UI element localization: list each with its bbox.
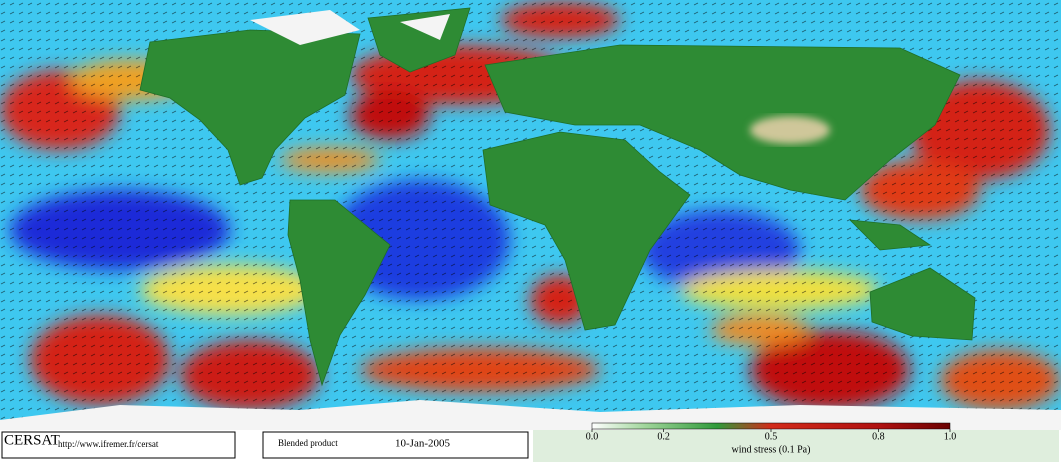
credit-box bbox=[1, 431, 236, 459]
colorbar-tick-label: 1.0 bbox=[944, 431, 957, 442]
antarctica bbox=[0, 400, 1061, 430]
colorbar-panel bbox=[533, 430, 1059, 462]
logo: CERSAT bbox=[4, 432, 60, 448]
africa bbox=[482, 131, 691, 331]
north-america bbox=[139, 29, 361, 186]
ice bbox=[250, 10, 450, 45]
colorbar-tick-label: 0.0 bbox=[586, 431, 599, 442]
eurasia bbox=[484, 44, 961, 201]
url[interactable]: http://www.ifremer.fr/cersat bbox=[58, 439, 159, 449]
indonesia bbox=[848, 219, 932, 251]
colorbar-tick-label: 0.2 bbox=[657, 431, 670, 442]
product: Blended product bbox=[278, 438, 338, 448]
colorbar bbox=[591, 422, 951, 430]
map-area bbox=[0, 0, 1061, 430]
australia bbox=[869, 267, 976, 341]
south-america bbox=[287, 199, 391, 387]
plateau bbox=[750, 116, 830, 144]
colorbar-tick-label: 0.8 bbox=[872, 431, 885, 442]
colorbar-tick-label: 0.5 bbox=[765, 431, 778, 442]
date: 10-Jan-2005 bbox=[395, 438, 450, 450]
product-box bbox=[262, 431, 529, 459]
land bbox=[139, 7, 976, 387]
colorbar-label: wind stress (0.1 Pa) bbox=[732, 444, 811, 455]
